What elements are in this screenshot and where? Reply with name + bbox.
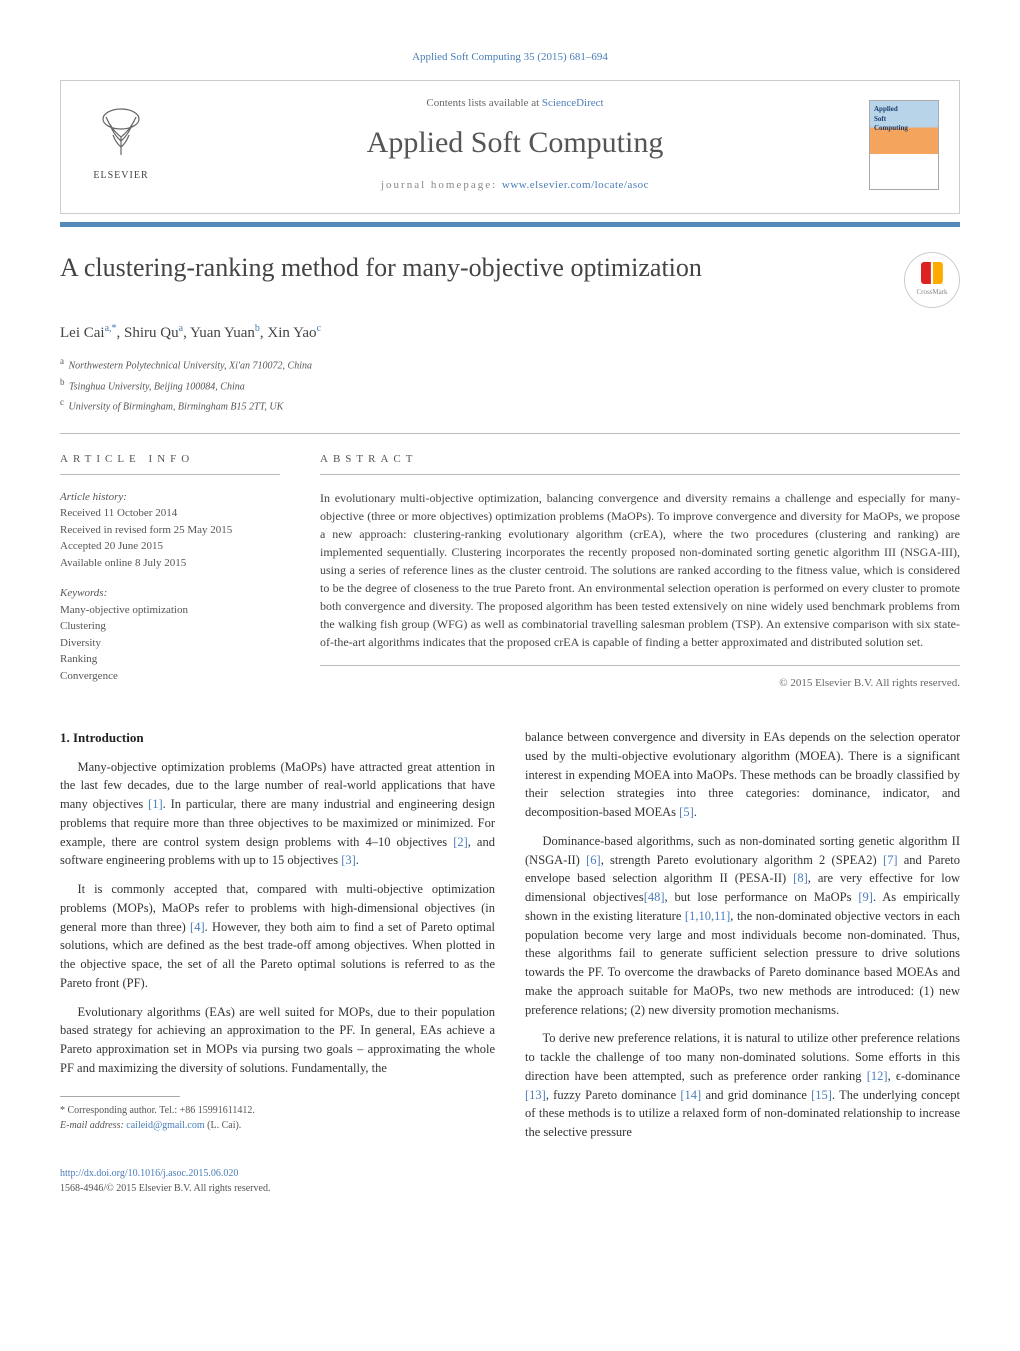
color-bar (60, 222, 960, 227)
article-title: A clustering-ranking method for many-obj… (60, 252, 884, 285)
citation[interactable]: [3] (341, 853, 356, 867)
footnotes: * Corresponding author. Tel.: +86 159916… (60, 1103, 495, 1133)
sciencedirect-link[interactable]: ScienceDirect (542, 97, 604, 109)
body-p5: Dominance-based algorithms, such as non-… (525, 832, 960, 1020)
article-info-heading: article info (60, 452, 280, 474)
journal-name: Applied Soft Computing (181, 122, 849, 164)
homepage-line: journal homepage: www.elsevier.com/locat… (181, 178, 849, 193)
body-p3: Evolutionary algorithms (EAs) are well s… (60, 1003, 495, 1078)
crossmark-badge[interactable]: CrossMark (904, 252, 960, 308)
abstract-heading: abstract (320, 452, 960, 474)
citation[interactable]: [4] (190, 920, 205, 934)
elsevier-text: ELSEVIER (93, 169, 148, 183)
history-line: Accepted 20 June 2015 (60, 538, 280, 555)
citation[interactable]: [9] (858, 890, 873, 904)
citation[interactable]: [14] (680, 1088, 701, 1102)
doi-link[interactable]: http://dx.doi.org/10.1016/j.asoc.2015.06… (60, 1168, 238, 1179)
email-suffix: (L. Cai). (205, 1120, 242, 1131)
affiliation: c University of Birmingham, Birmingham B… (60, 395, 960, 415)
citation[interactable]: [12] (867, 1069, 888, 1083)
history-line: Available online 8 July 2015 (60, 555, 280, 572)
email-link[interactable]: caileid@gmail.com (126, 1120, 204, 1131)
affiliations: a Northwestern Polytechnical University,… (60, 354, 960, 415)
journal-cover-thumb: Applied Soft Computing (869, 100, 939, 190)
corresponding-author: * Corresponding author. Tel.: +86 159916… (60, 1103, 495, 1118)
body-columns: 1. Introduction Many-objective optimizat… (60, 728, 960, 1152)
history-line: Received 11 October 2014 (60, 505, 280, 522)
bottom-ids: http://dx.doi.org/10.1016/j.asoc.2015.06… (60, 1166, 960, 1196)
authors: Lei Caia,*, Shiru Qua, Yuan Yuanb, Xin Y… (60, 322, 960, 344)
citation[interactable]: [8] (793, 871, 808, 885)
elsevier-logo: ELSEVIER (81, 100, 161, 190)
history-label: Article history: (60, 491, 127, 503)
article-info: article info Article history: Received 1… (60, 452, 280, 698)
body-p6: To derive new preference relations, it i… (525, 1029, 960, 1142)
citation[interactable]: [5] (679, 805, 694, 819)
body-p4: balance between convergence and diversit… (525, 728, 960, 822)
elsevier-tree-icon (96, 107, 146, 165)
journal-header: ELSEVIER Contents lists available at Sci… (60, 80, 960, 214)
citation[interactable]: [2] (453, 835, 468, 849)
article-history: Article history: Received 11 October 201… (60, 489, 280, 572)
affiliation: b Tsinghua University, Beijing 100084, C… (60, 375, 960, 395)
crossmark-text: CrossMark (916, 288, 947, 298)
citation[interactable]: [1] (148, 797, 163, 811)
homepage-prefix: journal homepage: (381, 179, 502, 191)
cover-title: Applied Soft Computing (874, 105, 934, 134)
homepage-link[interactable]: www.elsevier.com/locate/asoc (502, 179, 649, 191)
abstract: abstract In evolutionary multi-objective… (320, 452, 960, 698)
abstract-text: In evolutionary multi-objective optimiza… (320, 489, 960, 666)
email-label: E-mail address: (60, 1120, 126, 1131)
citation[interactable]: [13] (525, 1088, 546, 1102)
keyword: Clustering (60, 618, 280, 635)
keyword: Convergence (60, 668, 280, 685)
footnote-rule (60, 1096, 180, 1097)
citation[interactable]: [48] (644, 890, 665, 904)
contents-prefix: Contents lists available at (426, 97, 541, 109)
history-line: Received in revised form 25 May 2015 (60, 522, 280, 539)
citation[interactable]: [6] (586, 853, 601, 867)
citation[interactable]: [15] (811, 1088, 832, 1102)
issn-line: 1568-4946/© 2015 Elsevier B.V. All right… (60, 1183, 270, 1194)
abstract-copyright: © 2015 Elsevier B.V. All rights reserved… (320, 676, 960, 691)
body-p2: It is commonly accepted that, compared w… (60, 880, 495, 993)
keyword: Many-objective optimization (60, 602, 280, 619)
body-p1: Many-objective optimization problems (Ma… (60, 758, 495, 871)
affiliation: a Northwestern Polytechnical University,… (60, 354, 960, 374)
intro-heading: 1. Introduction (60, 728, 495, 748)
citation[interactable]: [7] (883, 853, 898, 867)
citation[interactable]: [1,10,11] (685, 909, 730, 923)
crossmark-icon (921, 262, 943, 284)
keyword: Ranking (60, 651, 280, 668)
running-head: Applied Soft Computing 35 (2015) 681–694 (60, 50, 960, 65)
keyword: Diversity (60, 635, 280, 652)
keywords-label: Keywords: (60, 587, 107, 599)
keywords: Keywords: Many-objective optimizationClu… (60, 585, 280, 684)
contents-line: Contents lists available at ScienceDirec… (181, 96, 849, 111)
